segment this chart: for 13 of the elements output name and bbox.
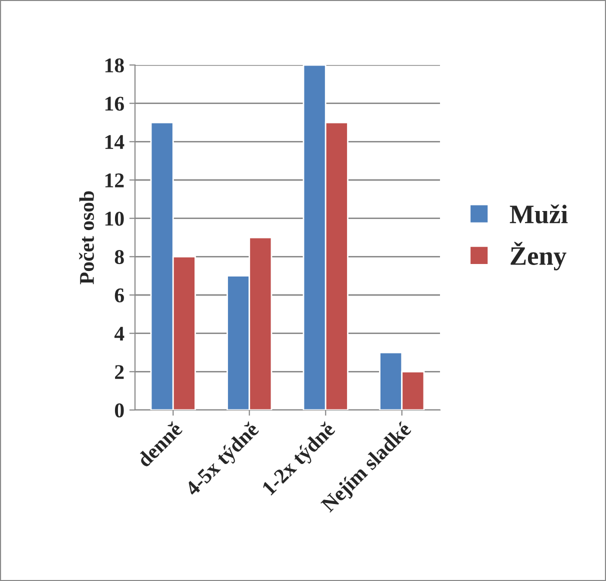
y-tick-label: 10	[105, 212, 124, 226]
y-tick-label: 14	[105, 135, 124, 149]
y-tick-label: 6	[114, 288, 124, 302]
y-tick-label: 18	[105, 58, 124, 72]
y-tick-label: 12	[105, 173, 124, 188]
legend-label: Muži	[510, 204, 568, 224]
y-tick-label: 16	[105, 96, 124, 111]
y-tick-label: 0	[114, 403, 124, 418]
legend-label: Ženy	[510, 242, 566, 270]
y-tick-label: 2	[115, 365, 124, 379]
y-tick-label: 8	[114, 250, 124, 264]
y-tick-label: 4	[114, 326, 124, 341]
y-axis-title: Počet osob	[79, 191, 94, 284]
